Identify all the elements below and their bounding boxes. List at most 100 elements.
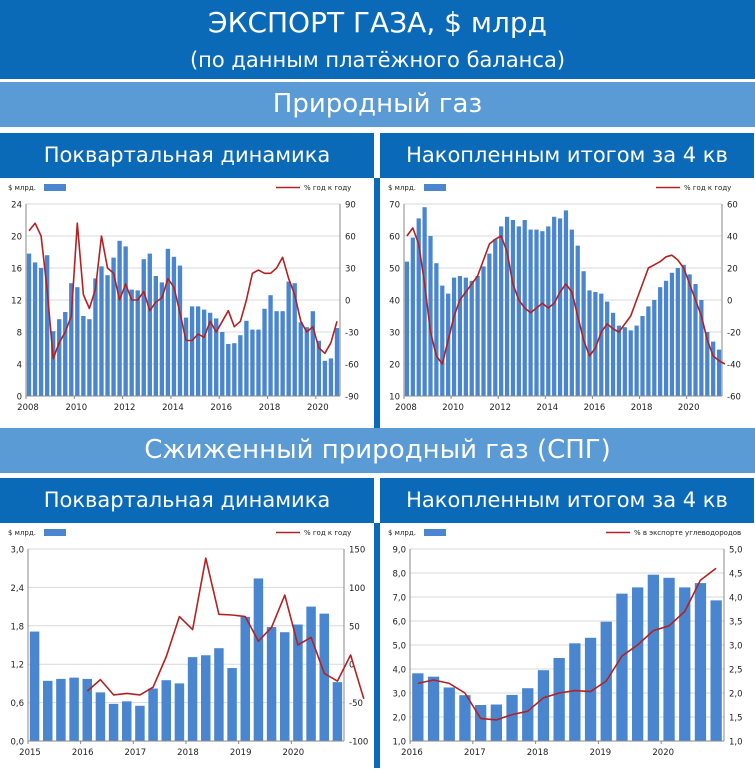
bar xyxy=(516,226,521,396)
x-tick-label: 2018 xyxy=(527,748,549,758)
panel-ng-quarterly: 0 4 8 12 16 20 24 -90 -60 -30 0 30 60 90 2008 2010 2012 2… xyxy=(0,178,374,425)
y-tick-label: 40 xyxy=(389,297,400,307)
bar xyxy=(669,272,675,396)
bar xyxy=(652,300,657,396)
bar xyxy=(165,248,171,396)
bar xyxy=(557,218,563,396)
bar xyxy=(563,210,569,396)
y2-tick-label: 3,0 xyxy=(729,642,743,652)
subheader-lng-quarterly: Поквартальная динамика xyxy=(0,478,374,523)
bar xyxy=(663,280,669,396)
y-tick-label: 7,0 xyxy=(392,594,406,604)
bar xyxy=(286,281,291,396)
bar xyxy=(716,349,722,396)
bar xyxy=(26,253,32,396)
y2-tick-label: 100 xyxy=(349,584,365,594)
bar xyxy=(63,312,68,396)
x-tick-label: 2018 xyxy=(177,748,199,758)
subheader-lng-cumulative: Накопленным итогом за 4 кв xyxy=(380,478,754,523)
bar xyxy=(44,255,50,396)
y-tick-label: 4,0 xyxy=(392,666,406,676)
y-tick-label: 8 xyxy=(17,329,22,339)
x-tick-label: 2020 xyxy=(307,403,329,413)
bar xyxy=(647,574,660,741)
legend-label-line: % год к году xyxy=(304,529,351,537)
panel-lng-quarterly: 0,0 0,6 1,2 1,8 2,4 3,0 -100 -50 0 50 100 150 2015 20… xyxy=(0,523,374,768)
bar xyxy=(675,268,680,396)
y-tick-label: 24 xyxy=(11,201,22,211)
bar xyxy=(416,218,421,396)
bar xyxy=(646,306,651,396)
bar xyxy=(93,278,98,396)
bar xyxy=(422,207,427,396)
bar xyxy=(82,678,92,741)
x-tick-label: 2010 xyxy=(65,403,87,413)
page-subtitle: (по данным платёжного баланса) xyxy=(189,48,566,72)
bar xyxy=(50,331,56,396)
bar xyxy=(687,274,692,396)
bar xyxy=(427,676,440,741)
y2-tick-label: -30 xyxy=(345,329,359,339)
x-tick-label: 2016 xyxy=(210,403,232,413)
y2-tick-label: 60 xyxy=(727,201,738,211)
bar xyxy=(522,688,534,741)
bar xyxy=(95,692,106,741)
bar xyxy=(240,616,250,741)
y-tick-label: 2,0 xyxy=(392,714,406,724)
y-tick-label: 30 xyxy=(389,329,400,339)
bar xyxy=(293,624,303,741)
bar xyxy=(334,328,340,396)
y2-tick-label: 20 xyxy=(727,265,738,275)
bar xyxy=(226,344,231,396)
y-tick-label: 20 xyxy=(11,233,22,243)
bar xyxy=(122,701,132,741)
bar xyxy=(195,306,201,396)
bar xyxy=(57,319,62,396)
bar xyxy=(499,226,504,396)
y2-tick-label: 40 xyxy=(727,233,738,243)
chart-ng-quarterly: 0 4 8 12 16 20 24 -90 -60 -30 0 30 60 90 2008 2010 2012 2… xyxy=(8,184,359,413)
bar xyxy=(506,694,518,741)
bar xyxy=(451,277,457,396)
bar xyxy=(434,263,439,396)
bar xyxy=(171,256,177,396)
bar xyxy=(540,231,545,396)
bar xyxy=(616,325,622,396)
bar xyxy=(280,632,290,741)
bar xyxy=(227,668,237,741)
legend-label-bar: $ млрд. xyxy=(388,184,416,192)
bar xyxy=(220,332,225,396)
y-tick-label: 6,0 xyxy=(392,618,406,628)
bar xyxy=(487,253,492,396)
y2-tick-label: 2,0 xyxy=(729,690,743,700)
x-tick-label: 2014 xyxy=(537,403,559,413)
chart-lng-cumulative: 1,0 2,0 3,0 4,0 5,0 6,0 7,0 8,0 9,0 1,0 1,5 2,0 2,5 3… xyxy=(388,529,743,758)
y2-tick-label: -60 xyxy=(727,393,741,403)
y-tick-label: 5,0 xyxy=(392,642,406,652)
bar xyxy=(537,670,550,741)
panel-lng-cumulative: 1,0 2,0 3,0 4,0 5,0 6,0 7,0 8,0 9,0 1,0 1,5 2,0 2,5 3… xyxy=(380,523,754,768)
bar xyxy=(177,265,183,396)
y2-tick-label: -50 xyxy=(349,699,363,709)
bar xyxy=(298,322,303,396)
bar xyxy=(69,677,79,741)
legend-swatch-bar xyxy=(424,184,446,191)
y-tick-label: 50 xyxy=(389,265,400,275)
bar xyxy=(616,593,628,741)
bar xyxy=(207,312,213,396)
bar xyxy=(440,285,445,396)
x-tick-label: 2008 xyxy=(17,403,39,413)
y2-tick-label: -60 xyxy=(345,361,359,371)
line-series xyxy=(417,567,717,721)
x-tick-label: 2008 xyxy=(395,403,417,413)
bar xyxy=(135,290,140,396)
bar xyxy=(469,280,474,396)
bar xyxy=(332,682,343,741)
bar xyxy=(446,293,451,396)
bar xyxy=(201,655,211,741)
bar xyxy=(135,705,145,741)
chart-lng-quarterly: 0,0 0,6 1,2 1,8 2,4 3,0 -100 -50 0 50 100 150 2015 20… xyxy=(8,529,368,758)
line-series xyxy=(28,222,338,360)
bar xyxy=(153,276,159,396)
bar xyxy=(99,266,104,396)
